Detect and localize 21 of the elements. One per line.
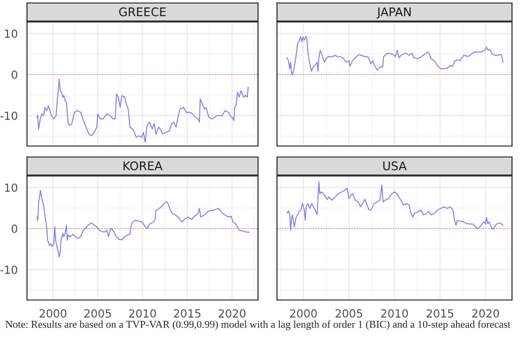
x-tick-label: 2010	[129, 309, 156, 318]
x-tick-label: 2000	[290, 309, 317, 318]
y-tick-label: 0	[12, 224, 18, 233]
chart-title: GREECE	[119, 7, 166, 16]
chart-title: KOREA	[124, 161, 162, 170]
y-tick-label: 10	[5, 183, 18, 192]
y-tick-label: 10	[5, 29, 18, 38]
y-tick-label: -10	[0, 112, 18, 120]
x-tick-label: 2020	[218, 309, 246, 318]
y-tick-label: 0	[12, 70, 18, 79]
text: Note: Results are based on a TVP-VAR (0.99,0.99) model with a lag length of order 1 (BIC) and a 10-step ahead forecast	[6, 320, 510, 330]
chart-title: USA	[383, 161, 407, 170]
x-tick-label: 2000	[40, 309, 66, 318]
x-tick-label: 2015	[174, 309, 200, 318]
chart-title: JAPAN	[376, 8, 411, 19]
x-tick-label: 2010	[381, 309, 408, 318]
x-tick-label: 2015	[426, 309, 454, 318]
x-tick-label: 2005	[84, 309, 111, 318]
y-tick-label: -10	[0, 266, 18, 274]
x-tick-label: 2005	[336, 309, 362, 318]
x-tick-label: 2020	[472, 309, 499, 318]
